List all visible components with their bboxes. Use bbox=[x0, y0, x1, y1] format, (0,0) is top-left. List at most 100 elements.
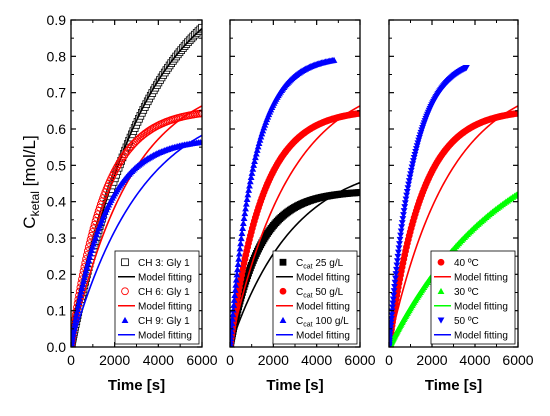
legend-entry-sub: cat bbox=[303, 263, 312, 270]
legend-entry: 50 ºC bbox=[454, 316, 479, 327]
data-point bbox=[75, 298, 83, 306]
legend-entry: 30 ºC bbox=[454, 287, 479, 298]
legend-marker-swatch bbox=[437, 317, 445, 324]
data-point bbox=[89, 243, 96, 250]
data-point bbox=[80, 274, 88, 281]
legend-entry: 40 ºC bbox=[454, 258, 479, 269]
legend-3: 40 ºC Model fitting 30 ºC Model fitting 50 º… bbox=[430, 250, 516, 345]
legend-box bbox=[114, 250, 200, 345]
legend-marker-swatch bbox=[121, 316, 129, 323]
series-line-2 bbox=[389, 105, 518, 347]
panel-3-series bbox=[389, 64, 518, 347]
data-point bbox=[92, 213, 101, 222]
y-tick-label: 0.7 bbox=[47, 85, 67, 101]
series-line-6 bbox=[389, 66, 467, 347]
x-tick-label: 6000 bbox=[186, 352, 217, 368]
legend-entry-main: 40 ºC bbox=[454, 258, 479, 269]
legend-entry-main: CH 3: Gly 1 bbox=[138, 258, 190, 269]
data-point bbox=[132, 137, 140, 146]
panels: 0 2000 4000 6000 0.0 0.1 0.2 0.3 0.4 0.5 0.6 0.7 0.8… bbox=[47, 12, 534, 394]
legend-box bbox=[430, 250, 516, 345]
data-point bbox=[130, 138, 139, 147]
y-axis-title-unit: [mol/L] bbox=[20, 135, 39, 191]
legend-marker-swatch bbox=[437, 258, 445, 266]
panel-1-series bbox=[71, 23, 202, 347]
y-tick-label: 0.0 bbox=[47, 339, 67, 355]
legend-entry: Model fitting bbox=[296, 301, 350, 312]
data-point bbox=[77, 291, 84, 299]
legend-entry: Ccat 50 g/L bbox=[296, 287, 344, 300]
x-tick-label: 0 bbox=[67, 352, 75, 368]
data-point bbox=[117, 156, 126, 164]
data-point bbox=[72, 315, 80, 322]
data-point bbox=[88, 246, 95, 254]
data-point bbox=[90, 220, 99, 229]
series-line-2 bbox=[230, 181, 360, 347]
legend-entry-main: Model fitting bbox=[296, 301, 350, 312]
x-axis-title: Time [s] bbox=[266, 377, 323, 394]
data-point bbox=[81, 270, 89, 277]
legend-entry: CH 6: Gly 1 bbox=[138, 287, 190, 298]
data-point bbox=[356, 109, 360, 117]
y-tick-label: 0.5 bbox=[47, 157, 67, 173]
legend-marker-swatch bbox=[279, 287, 287, 295]
legend-entry: Model fitting bbox=[454, 272, 508, 283]
legend-box bbox=[272, 250, 358, 345]
data-point bbox=[78, 284, 86, 291]
panel-2-series bbox=[230, 56, 360, 347]
x-tick-label: 4000 bbox=[459, 352, 490, 368]
legend-entry: Model fitting bbox=[138, 272, 192, 283]
y-axis-title-sub: ketal bbox=[28, 191, 42, 216]
legend-1: CH 3: Gly 1 Model fitting CH 6: Gly 1 Model… bbox=[114, 250, 200, 345]
legend-entry-main: Model fitting bbox=[138, 272, 192, 283]
legend-entry: Model fitting bbox=[296, 272, 350, 283]
series-line-4 bbox=[389, 193, 518, 347]
data-point bbox=[118, 154, 127, 162]
data-point bbox=[91, 217, 100, 225]
x-tick-label: 6000 bbox=[502, 352, 533, 368]
x-tick-label: 6000 bbox=[344, 352, 375, 368]
legend-entry-main: C bbox=[296, 287, 303, 298]
legend-marker-swatch bbox=[121, 258, 129, 267]
data-point bbox=[86, 253, 94, 260]
data-point bbox=[84, 260, 92, 267]
data-point bbox=[133, 136, 142, 144]
legend-marker-swatch bbox=[121, 287, 129, 296]
series-line-4 bbox=[230, 105, 360, 347]
legend-entry-main: 50 ºC bbox=[454, 316, 479, 327]
data-point bbox=[330, 56, 338, 63]
legend-entry-rest: 25 g/L bbox=[313, 258, 344, 269]
panel-1: 0 2000 4000 6000 0.0 0.1 0.2 0.3 0.4 0.5 0.6 0.7 0.8… bbox=[47, 12, 218, 394]
legend-entry-main: Model fitting bbox=[138, 330, 192, 341]
data-point bbox=[87, 250, 94, 257]
data-point bbox=[116, 158, 124, 166]
data-point bbox=[113, 162, 122, 171]
data-point bbox=[76, 295, 84, 302]
legend-entry-main: CH 6: Gly 1 bbox=[138, 287, 190, 298]
y-axis-title: Cketal [mol/L] bbox=[20, 135, 42, 228]
y-axis-title-main: C bbox=[20, 216, 39, 228]
data-point bbox=[91, 237, 98, 244]
data-point bbox=[356, 189, 360, 196]
y-tick-label: 0.9 bbox=[47, 12, 67, 28]
x-tick-label: 4000 bbox=[301, 352, 332, 368]
legend-entry: Ccat 100 g/L bbox=[296, 316, 349, 329]
legend-entry: Model fitting bbox=[138, 330, 192, 341]
legend-entry-main: 30 ºC bbox=[454, 287, 479, 298]
legend-entry: Model fitting bbox=[296, 330, 350, 341]
legend-entry: Ccat 25 g/L bbox=[296, 258, 344, 271]
data-point bbox=[93, 210, 102, 219]
y-tick-label: 0.3 bbox=[47, 230, 67, 246]
legend-marker-swatch bbox=[279, 316, 287, 323]
legend-entry-main: Model fitting bbox=[454, 330, 508, 341]
data-point bbox=[77, 288, 85, 295]
x-axis-title: Time [s] bbox=[108, 377, 165, 394]
series-markers-5 bbox=[71, 138, 202, 347]
legend-entry-sub: cat bbox=[303, 292, 312, 299]
legend-entry-main: Model fitting bbox=[454, 272, 508, 283]
x-tick-label: 2000 bbox=[416, 352, 447, 368]
legend-entry-rest: 50 g/L bbox=[313, 287, 344, 298]
